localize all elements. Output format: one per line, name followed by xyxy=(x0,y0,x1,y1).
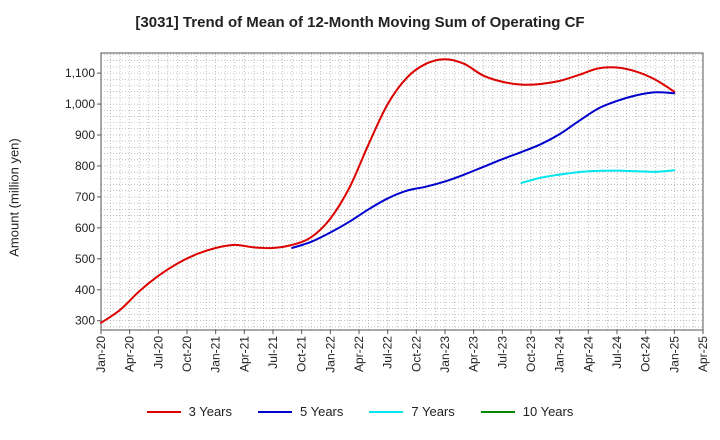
legend: 3 Years 5 Years 7 Years 10 Years xyxy=(0,404,720,419)
y-tick-label: 600 xyxy=(75,221,95,235)
x-tick-label: Jul-23 xyxy=(495,336,509,369)
x-tick-label: Oct-22 xyxy=(409,336,423,372)
legend-label: 10 Years xyxy=(522,404,574,419)
x-tick-label: Jul-20 xyxy=(151,336,165,369)
y-tick-label: 700 xyxy=(75,190,95,204)
x-tick-label: Jul-22 xyxy=(381,336,395,369)
y-tick-label: 500 xyxy=(75,252,95,266)
x-tick-label: Jan-21 xyxy=(209,336,223,373)
legend-item-5-years: 5 Years xyxy=(258,404,343,419)
x-tick-label: Jan-22 xyxy=(323,336,337,373)
legend-item-10-years: 10 Years xyxy=(480,404,574,419)
plot-frame xyxy=(100,52,704,331)
legend-label: 7 Years xyxy=(411,404,455,419)
x-tick-label: Jul-21 xyxy=(266,336,280,369)
y-tick-label: 400 xyxy=(75,283,95,297)
x-tick-label: Apr-24 xyxy=(581,336,595,372)
x-tick-label: Apr-23 xyxy=(467,336,481,372)
x-tick-label: Oct-23 xyxy=(524,336,538,372)
legend-item-7-years: 7 Years xyxy=(369,404,455,419)
x-tick-label: Oct-20 xyxy=(180,336,194,372)
x-tick-label: Apr-22 xyxy=(352,336,366,372)
x-tick-label: Jul-24 xyxy=(610,336,624,369)
x-tick-label: Oct-24 xyxy=(639,336,653,372)
legend-swatch xyxy=(258,410,292,413)
x-tick-label: Jan-23 xyxy=(438,336,452,373)
y-tick-label: 1,100 xyxy=(65,66,95,80)
x-tick-label: Jan-20 xyxy=(94,336,108,373)
x-tick-label: Oct-21 xyxy=(295,336,309,372)
series-line-5-years xyxy=(291,91,676,249)
x-tick-label: Jan-25 xyxy=(667,336,681,373)
legend-swatch xyxy=(369,410,404,413)
legend-swatch xyxy=(480,410,515,413)
x-tick-label: Apr-21 xyxy=(237,336,251,372)
legend-swatch xyxy=(146,410,181,413)
x-tick-label: Jan-24 xyxy=(553,336,567,373)
y-tick-label: 300 xyxy=(75,314,95,328)
legend-label: 3 Years xyxy=(188,404,232,419)
series-line-7-years xyxy=(520,169,676,184)
y-tick-label: 800 xyxy=(75,159,95,173)
x-tick-label: Apr-25 xyxy=(696,336,710,372)
legend-item-3-years: 3 Years xyxy=(146,404,232,419)
y-tick-label: 900 xyxy=(75,128,95,142)
x-tick-label: Apr-20 xyxy=(123,336,137,372)
legend-label: 5 Years xyxy=(300,404,344,419)
series-line-3-years xyxy=(100,58,676,324)
y-tick-label: 1,000 xyxy=(65,97,95,111)
chart-title: [3031] Trend of Mean of 12-Month Moving … xyxy=(135,14,585,31)
